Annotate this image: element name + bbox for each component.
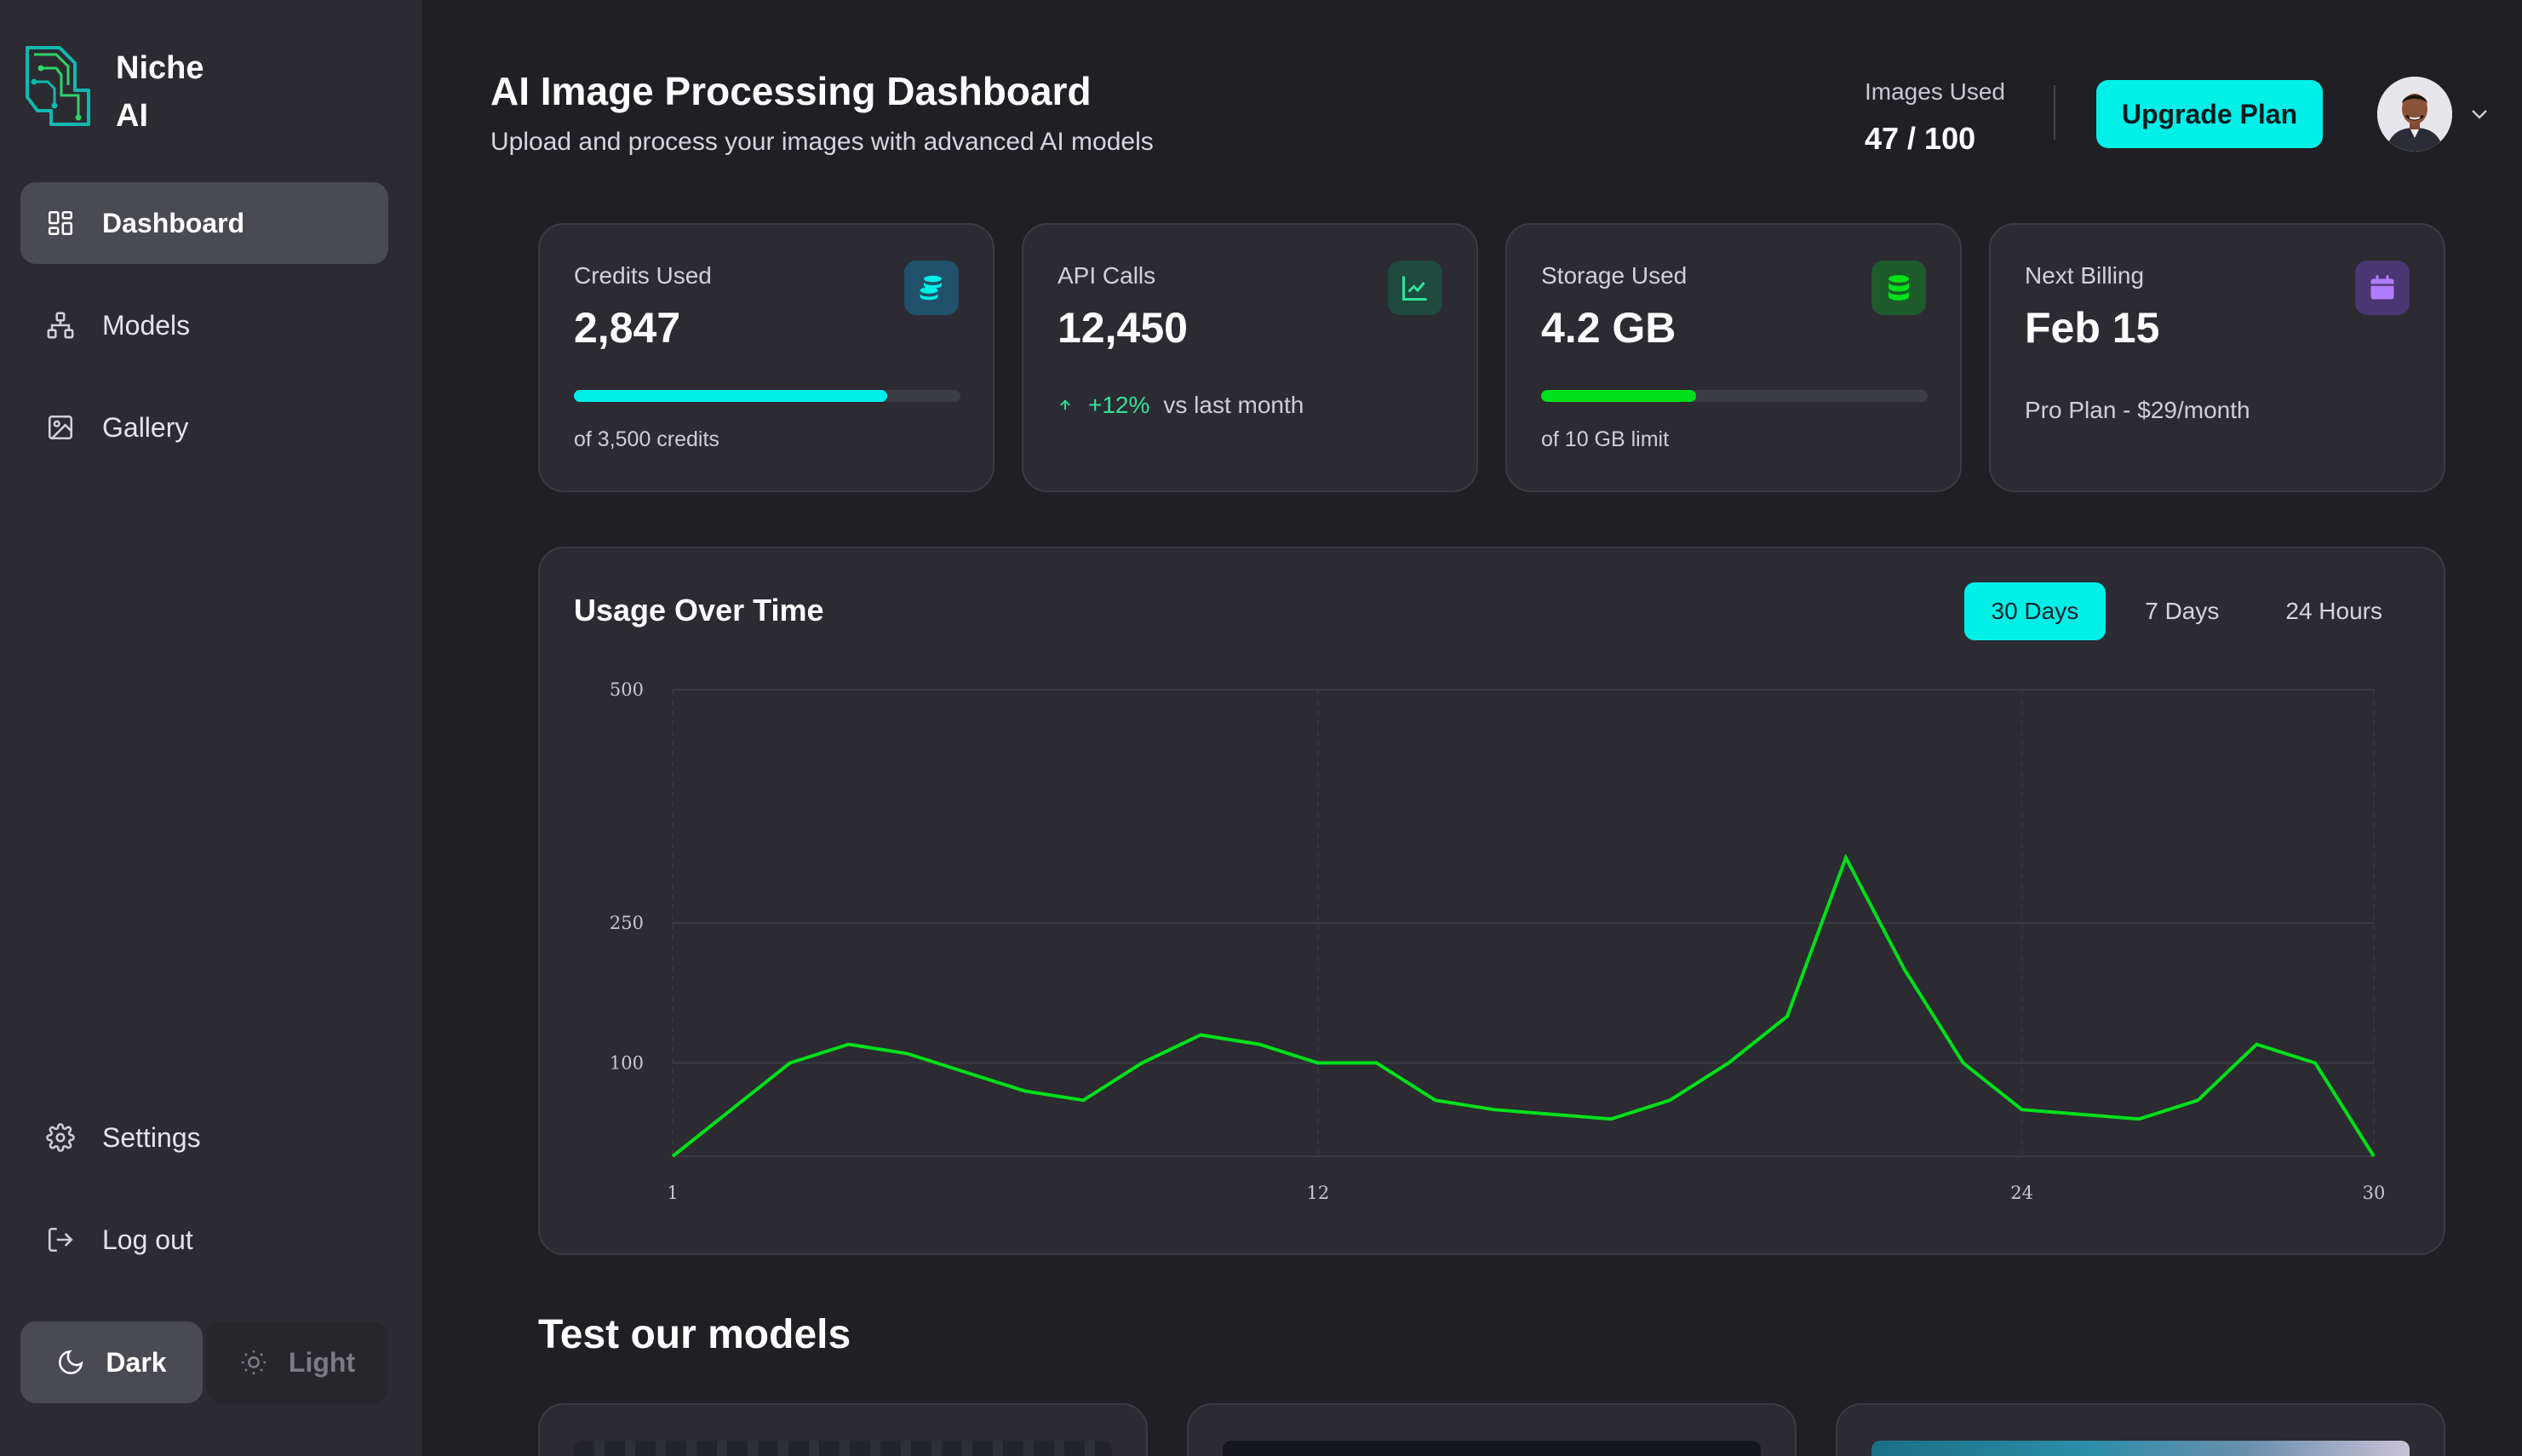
trend-percent: +12% (1088, 392, 1150, 418)
stat-card-billing: Next Billing Feb 15 Pro Plan - $29/month (1989, 223, 2445, 492)
models-section-title: Test our models (538, 1312, 851, 1357)
brand[interactable]: Niche AI (22, 43, 235, 140)
stat-value: 2,847 (574, 304, 681, 352)
theme-light-button[interactable]: Light (206, 1321, 388, 1403)
stat-label: Next Billing (2025, 262, 2145, 289)
theme-light-label: Light (288, 1346, 356, 1378)
page-subtitle: Upload and process your images with adva… (490, 128, 1154, 156)
model-card[interactable] (1836, 1403, 2445, 1456)
calendar-icon (2355, 261, 2410, 315)
sidebar-item-label: Log out (102, 1224, 193, 1255)
coins-icon (904, 261, 959, 315)
tab-24-hours[interactable]: 24 Hours (2285, 598, 2382, 624)
usage-chart: 100 250 500 1 12 24 30 (610, 679, 2386, 1203)
sidebar: Niche AI Dashboard Models Gallery Settin… (0, 0, 422, 1456)
credits-progress-bar (574, 390, 960, 402)
stat-label: Storage Used (1541, 262, 1688, 289)
dashboard-icon (46, 209, 75, 238)
stat-foot: of 10 GB limit (1541, 427, 1670, 451)
x-tick-label: 24 (2010, 1183, 2033, 1203)
x-tick-label: 30 (2363, 1183, 2386, 1203)
sidebar-item-gallery[interactable]: Gallery (20, 387, 388, 468)
stat-label: API Calls (1058, 262, 1156, 289)
page-title: AI Image Processing Dashboard (490, 69, 1092, 113)
sidebar-item-models[interactable]: Models (20, 284, 388, 366)
tab-30-days[interactable]: 30 Days (1963, 582, 2106, 640)
model-card[interactable] (538, 1403, 1148, 1456)
images-used-value: 47 / 100 (1865, 121, 1976, 156)
stat-card-credits: Credits Used 2,847 of 3,500 credits (538, 223, 994, 492)
billing-plan-text: Pro Plan - $29/month (2025, 397, 2250, 423)
y-tick-label: 100 (610, 1052, 644, 1073)
brand-name: Niche AI (116, 50, 204, 134)
brand-logo-icon (26, 46, 90, 126)
theme-dark-label: Dark (106, 1346, 167, 1378)
series-line (671, 853, 2376, 1158)
storage-progress-fill (1541, 390, 1696, 402)
theme-toggle: Dark Light (20, 1321, 388, 1403)
sidebar-item-logout[interactable]: Log out (20, 1199, 388, 1281)
x-tick-label: 1 (667, 1183, 678, 1203)
sun-icon (241, 1350, 267, 1375)
y-tick-label: 500 (610, 679, 644, 700)
theme-dark-button[interactable]: Dark (20, 1321, 203, 1403)
model-thumbnail (1223, 1441, 1761, 1456)
logout-icon (46, 1225, 75, 1254)
model-thumbnail (1871, 1441, 2410, 1456)
models-icon (46, 311, 75, 340)
chevron-down-icon[interactable] (2468, 106, 2491, 123)
credits-progress-fill (574, 390, 887, 402)
model-card[interactable] (1187, 1403, 1797, 1456)
stat-label: Credits Used (574, 262, 712, 289)
stat-value: Feb 15 (2025, 304, 2160, 352)
sidebar-item-label: Models (102, 309, 191, 341)
y-tick-label: 250 (610, 913, 644, 933)
header-divider (2054, 85, 2055, 140)
storage-progress-bar (1541, 390, 1928, 402)
chart-line-icon (1388, 261, 1442, 315)
gear-icon (46, 1123, 75, 1152)
model-thumbnail (574, 1441, 1112, 1456)
stat-foot: of 3,500 credits (574, 427, 719, 451)
images-used-block: Images Used 47 / 100 (1865, 78, 2005, 157)
sidebar-item-label: Dashboard (102, 207, 245, 238)
stat-value: 12,450 (1058, 304, 1188, 352)
moon-icon (59, 1350, 83, 1374)
range-tabs: 30 Days 7 Days 24 Hours (1952, 582, 2410, 640)
database-icon (1871, 261, 1926, 315)
stat-card-storage: Storage Used 4.2 GB of 10 GB limit (1505, 223, 1962, 492)
trend-text: vs last month (1163, 392, 1304, 418)
arrow-up-icon (1060, 399, 1070, 410)
sidebar-item-dashboard[interactable]: Dashboard (20, 182, 388, 264)
stat-value: 4.2 GB (1541, 304, 1677, 352)
user-avatar-icon (2377, 77, 2452, 152)
upgrade-plan-button[interactable]: Upgrade Plan (2096, 80, 2323, 148)
chart-title: Usage Over Time (574, 593, 824, 628)
stat-card-api-calls: API Calls 12,450 +12% vs last month (1022, 223, 1478, 492)
usage-chart-card: 100 250 500 1 12 24 30 Usage Over Time 30 Days… (538, 547, 2445, 1255)
sidebar-item-label: Gallery (102, 411, 189, 443)
gallery-icon (46, 413, 75, 442)
api-calls-trend: +12% vs last month (1058, 392, 1304, 419)
sidebar-item-settings[interactable]: Settings (20, 1097, 388, 1178)
sidebar-item-label: Settings (102, 1121, 201, 1153)
avatar[interactable] (2377, 77, 2452, 152)
tab-7-days[interactable]: 7 Days (2145, 598, 2220, 624)
images-used-label: Images Used (1865, 78, 2005, 105)
x-tick-label: 12 (1306, 1183, 1329, 1203)
